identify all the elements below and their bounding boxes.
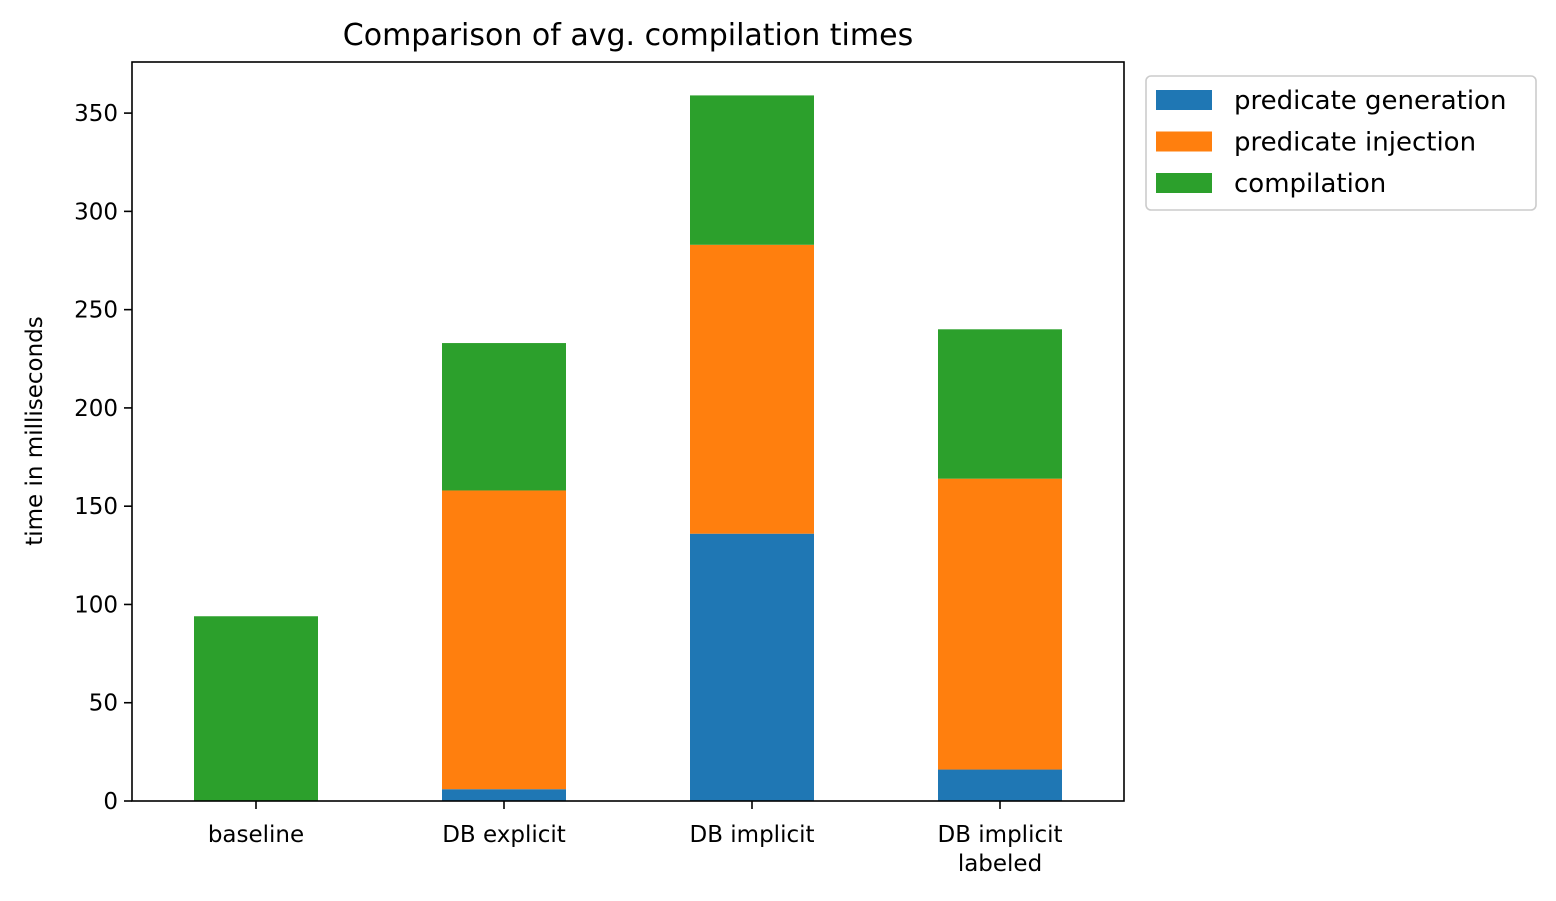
chart-title: Comparison of avg. compilation times xyxy=(343,18,913,53)
bar-segment-0-3 xyxy=(938,769,1062,801)
y-tick-label-7: 350 xyxy=(74,101,118,127)
bars-layer xyxy=(194,95,1062,801)
bar-segment-2-3 xyxy=(938,329,1062,479)
legend: predicate generation predicate injection c… xyxy=(1145,75,1537,211)
x-tick-label-3-1: labeled xyxy=(958,851,1042,877)
y-axis: 0 50 100 150 200 250 300 350 xyxy=(74,101,132,815)
y-axis-label: time in milliseconds xyxy=(22,316,48,546)
x-tick-label-1: DB explicit xyxy=(442,822,566,848)
bar-segment-2-0 xyxy=(194,616,318,801)
bar-segment-2-2 xyxy=(690,95,814,245)
plot-frame xyxy=(131,61,1125,802)
y-tick-label-6: 300 xyxy=(74,199,118,225)
bar-segment-2-1 xyxy=(442,343,566,491)
bar-segment-1-2 xyxy=(690,244,814,534)
y-tick-label-0: 0 xyxy=(103,789,118,815)
bar-segment-1-1 xyxy=(442,490,566,790)
legend-label-1: predicate injection xyxy=(1234,128,1476,158)
x-tick-label-0: baseline xyxy=(208,822,304,848)
legend-swatch-2 xyxy=(1156,173,1212,193)
legend-swatch-0 xyxy=(1156,90,1212,110)
legend-swatch-1 xyxy=(1156,131,1212,152)
x-tick-label-3-0: DB implicit xyxy=(937,822,1062,848)
y-tick-label-1: 50 xyxy=(89,691,118,717)
x-axis: baseline DB explicit DB implicit DB implici… xyxy=(208,801,1063,877)
bar-segment-0-1 xyxy=(442,789,566,801)
legend-label-2: compilation xyxy=(1234,169,1386,199)
legend-label-0: predicate generation xyxy=(1234,86,1506,116)
y-tick-label-5: 250 xyxy=(74,298,118,324)
bar-segment-0-2 xyxy=(690,533,814,801)
y-tick-label-3: 150 xyxy=(74,494,118,520)
y-tick-label-2: 100 xyxy=(74,592,118,618)
legend-frame xyxy=(1145,75,1537,211)
x-tick-label-2: DB implicit xyxy=(689,822,814,848)
y-tick-label-4: 200 xyxy=(74,396,118,422)
bar-segment-1-3 xyxy=(938,478,1062,770)
